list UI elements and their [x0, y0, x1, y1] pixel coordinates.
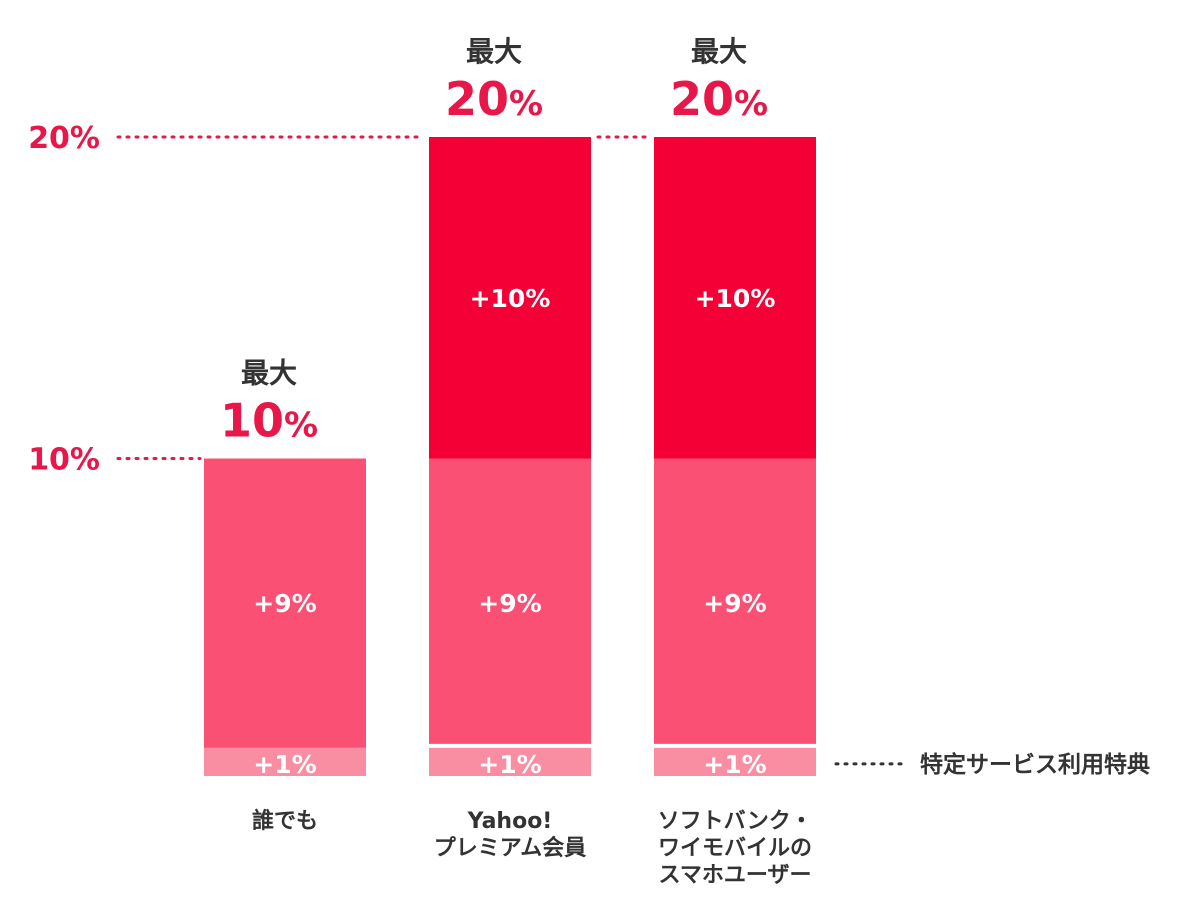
category-label: 誰でも	[252, 808, 318, 834]
bar-segment	[654, 747, 816, 776]
bar-segment	[429, 137, 591, 459]
bar-max-prefix: 最大	[466, 35, 522, 68]
segment-value-label: +9%	[703, 589, 766, 618]
category-label: プレミアム会員	[434, 835, 586, 861]
bar-segment	[429, 747, 591, 776]
y-tick-label: 10%	[28, 443, 100, 478]
bar-segment	[204, 747, 366, 776]
segment-value-label: +10%	[470, 284, 551, 313]
bar-max-value: 10%	[220, 394, 318, 448]
segment-value-label: +9%	[478, 589, 541, 618]
category-label: スマホユーザー	[659, 863, 812, 888]
category-label: ソフトバンク・	[658, 809, 813, 834]
segment-value-label: +1%	[253, 750, 316, 779]
y-tick-label: 20%	[28, 121, 100, 156]
bar-segment	[654, 458, 816, 744]
bar-segment	[429, 458, 591, 744]
segment-value-label: +1%	[478, 750, 541, 779]
bar-max-prefix: 最大	[691, 35, 747, 68]
bar-max-prefix: 最大	[241, 357, 297, 390]
segment-value-label: +1%	[703, 750, 766, 779]
bar-max-unit: %	[284, 406, 318, 446]
bar-max-unit: %	[509, 84, 543, 124]
category-label: Yahoo!	[467, 809, 553, 834]
bar-max-value: 20%	[670, 72, 768, 126]
bar-segment	[204, 458, 366, 748]
legend-label: 特定サービス利用特典	[920, 751, 1150, 778]
bar-max-value: 20%	[445, 72, 543, 126]
segment-value-label: +10%	[695, 284, 776, 313]
bar-max-unit: %	[734, 84, 768, 124]
segment-value-label: +9%	[253, 589, 316, 618]
category-label: ワイモバイルの	[658, 836, 812, 861]
bar-segment	[654, 137, 816, 459]
